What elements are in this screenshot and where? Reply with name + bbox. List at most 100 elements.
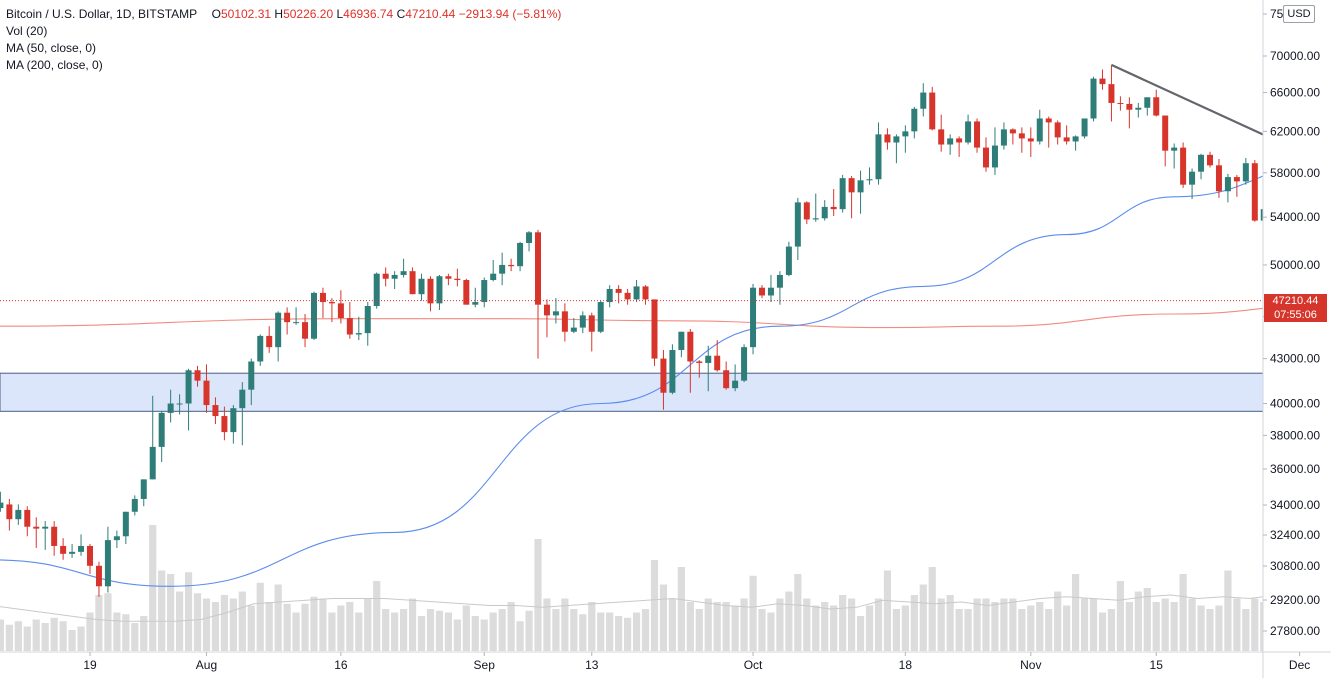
volume-bar xyxy=(391,612,399,651)
candle-body xyxy=(1189,171,1196,185)
volume-bar xyxy=(901,605,909,651)
candle-body xyxy=(624,292,631,300)
candle-body xyxy=(723,370,730,389)
volume-bar xyxy=(41,623,49,651)
volume-bar xyxy=(1152,602,1160,651)
candle-body xyxy=(776,274,783,288)
candle-body xyxy=(113,536,120,541)
candle-body xyxy=(409,271,416,295)
volume-bar xyxy=(426,609,435,651)
volume-bar xyxy=(364,598,372,651)
trendline[interactable] xyxy=(1110,63,1331,279)
volume-bar xyxy=(14,621,22,651)
candle-body xyxy=(104,540,111,587)
candle-body xyxy=(660,358,667,393)
candle-body xyxy=(78,545,85,552)
candle-body xyxy=(185,370,192,404)
y-tick-label: 58000.00 xyxy=(1270,166,1320,180)
candle-body xyxy=(1180,147,1187,185)
candle-body xyxy=(759,287,765,296)
volume-bar xyxy=(417,616,426,651)
volume-bar xyxy=(131,623,139,651)
volume-bar xyxy=(1000,598,1008,651)
candle-body xyxy=(42,526,49,529)
volume-bar xyxy=(77,626,85,651)
volume-bar xyxy=(113,612,121,651)
y-tick-label: 32400.00 xyxy=(1270,528,1320,542)
x-tick-label: Aug xyxy=(196,658,217,672)
volume-bar xyxy=(68,630,76,651)
candle-body xyxy=(1036,118,1043,142)
volume-bar xyxy=(104,593,112,651)
candle-body xyxy=(239,389,246,409)
legend-low-label: L xyxy=(336,7,344,21)
price-axis-background xyxy=(1263,0,1331,678)
candle-body xyxy=(1171,147,1178,151)
y-tick-label: 66000.00 xyxy=(1270,86,1320,100)
volume-bar xyxy=(1188,598,1196,651)
legend-indicator-ma50[interactable]: MA (50, close, 0) xyxy=(6,41,97,55)
candle-body xyxy=(750,287,757,348)
volume-bar xyxy=(265,602,273,651)
candle-body xyxy=(1215,165,1222,192)
last-price-value: 47210.44 xyxy=(1272,294,1319,307)
candle-body xyxy=(517,242,524,267)
volume-bar xyxy=(704,598,712,651)
candle-body xyxy=(436,276,443,304)
candle-body xyxy=(821,206,828,219)
legend-indicator-volume[interactable]: Vol (20) xyxy=(6,24,48,38)
candle-body xyxy=(1207,154,1213,166)
bar-countdown: 07:55:06 xyxy=(1274,308,1317,321)
volume-bar xyxy=(830,605,838,651)
candle-body xyxy=(328,302,335,304)
candle-body xyxy=(1081,118,1088,137)
y-tick-label: 38000.00 xyxy=(1270,428,1320,442)
candle-body xyxy=(938,129,945,145)
volume-bar xyxy=(946,595,954,651)
candle-body xyxy=(633,286,640,300)
volume-bar xyxy=(973,598,981,651)
legend-close: 47210.44 xyxy=(405,7,456,21)
candle-body xyxy=(893,136,900,143)
volume-bar xyxy=(588,602,596,651)
candle-body xyxy=(346,318,353,335)
volume-bar xyxy=(955,609,963,651)
candle-body xyxy=(794,202,801,247)
y-tick-label: 54000.00 xyxy=(1270,210,1320,224)
volume-bar xyxy=(865,605,874,651)
volume-bar xyxy=(1179,574,1187,651)
volume-bar xyxy=(1116,581,1124,651)
volume-bar xyxy=(167,574,175,651)
x-tick-label: Dec xyxy=(1289,658,1310,672)
legend-close-label: C xyxy=(396,7,406,21)
ma50-line xyxy=(0,161,1331,587)
volume-bar xyxy=(400,609,408,651)
candle-body xyxy=(131,498,138,512)
volume-bar xyxy=(570,609,578,651)
legend-open: 50102.31 xyxy=(220,7,272,21)
y-tick-label: 29200.00 xyxy=(1270,593,1320,607)
candle-body xyxy=(1099,78,1106,85)
volume-bar xyxy=(1080,598,1089,651)
volume-bar xyxy=(1098,612,1107,651)
y-tick-label: 50000.00 xyxy=(1270,258,1320,272)
volume-bar xyxy=(0,619,4,651)
volume-bar xyxy=(991,602,999,651)
candle-body xyxy=(597,302,604,332)
candle-body xyxy=(275,312,282,348)
chart-legend: Bitcoin / U.S. Dollar, 1D, BITSTAMP O501… xyxy=(6,6,561,74)
candle-body xyxy=(1018,133,1025,139)
legend-indicator-ma200[interactable]: MA (200, close, 0) xyxy=(6,58,103,72)
candle-body xyxy=(472,302,479,305)
volume-bar xyxy=(650,560,659,651)
currency-badge[interactable]: USD xyxy=(1283,5,1315,23)
volume-bar xyxy=(928,567,936,651)
candle-body xyxy=(33,526,40,529)
volume-bar xyxy=(964,609,972,651)
volume-bar xyxy=(856,616,865,651)
candle-body xyxy=(15,509,22,520)
candle-body xyxy=(158,412,165,447)
candle-body xyxy=(337,303,344,319)
